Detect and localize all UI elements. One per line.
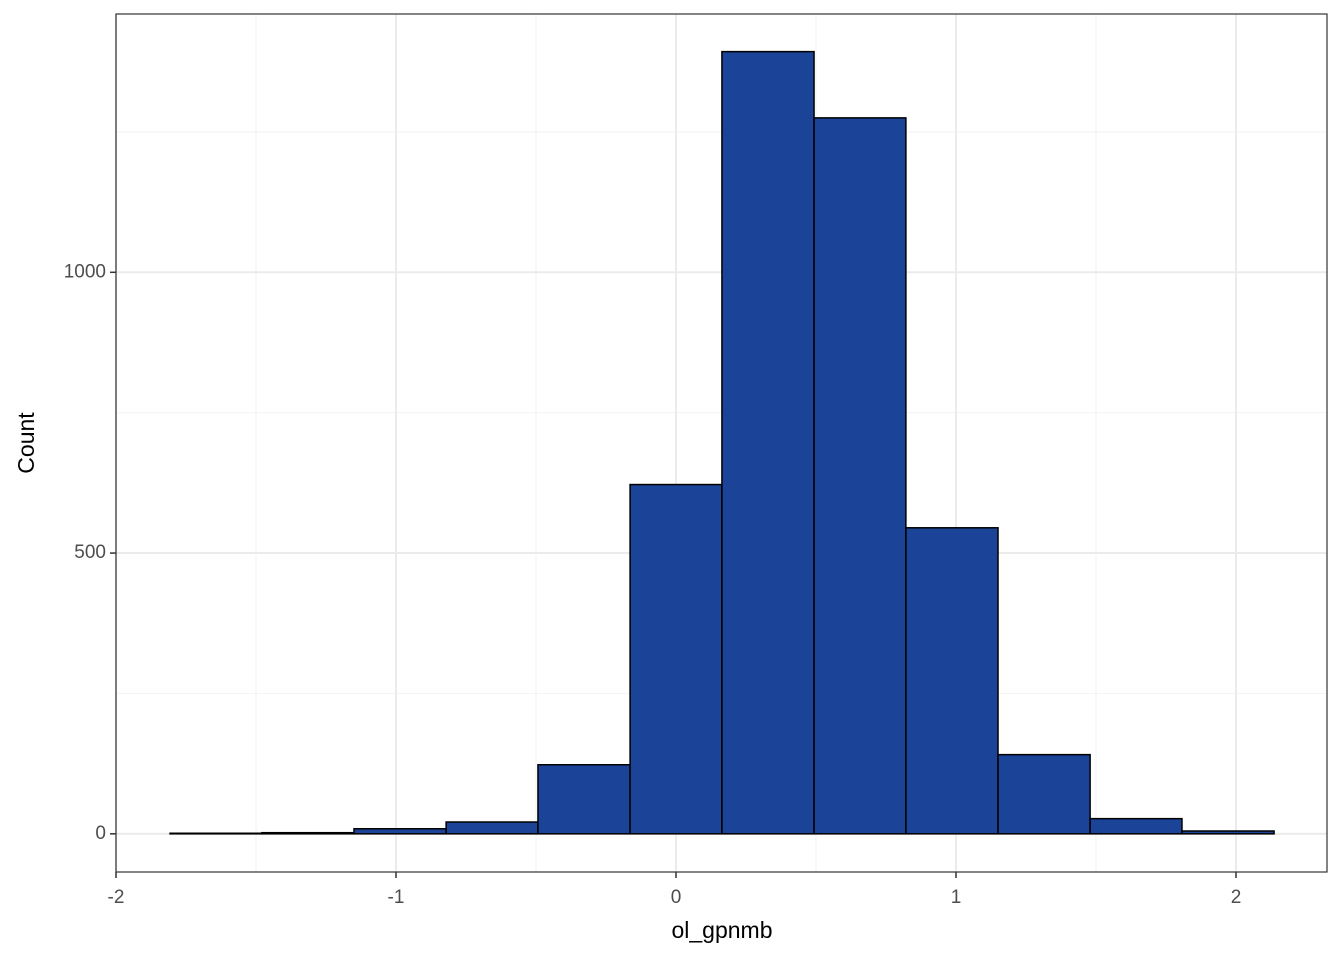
bar: [445, 821, 539, 835]
bar: [813, 117, 907, 835]
x-tick-label: -2: [108, 887, 125, 908]
bar: [1089, 817, 1183, 835]
bar: [353, 828, 447, 835]
x-tick-label: 0: [671, 887, 682, 908]
bar: [721, 50, 815, 835]
bar: [261, 831, 355, 835]
bar: [169, 832, 263, 835]
x-axis-title: ol_gpnmb: [671, 917, 772, 943]
x-tick-label: -1: [388, 887, 405, 908]
bar: [997, 753, 1091, 835]
panel-border: [115, 13, 1328, 873]
y-tick-label: 0: [95, 823, 106, 844]
y-tick-label: 1000: [64, 261, 106, 282]
bar: [537, 764, 631, 835]
x-tick-label: 1: [951, 887, 962, 908]
y-tick-label: 500: [74, 542, 106, 563]
bar: [629, 483, 723, 835]
y-axis-title: Count: [13, 412, 39, 474]
bar: [905, 527, 999, 835]
bar: [1181, 830, 1275, 835]
x-tick-label: 2: [1231, 887, 1242, 908]
